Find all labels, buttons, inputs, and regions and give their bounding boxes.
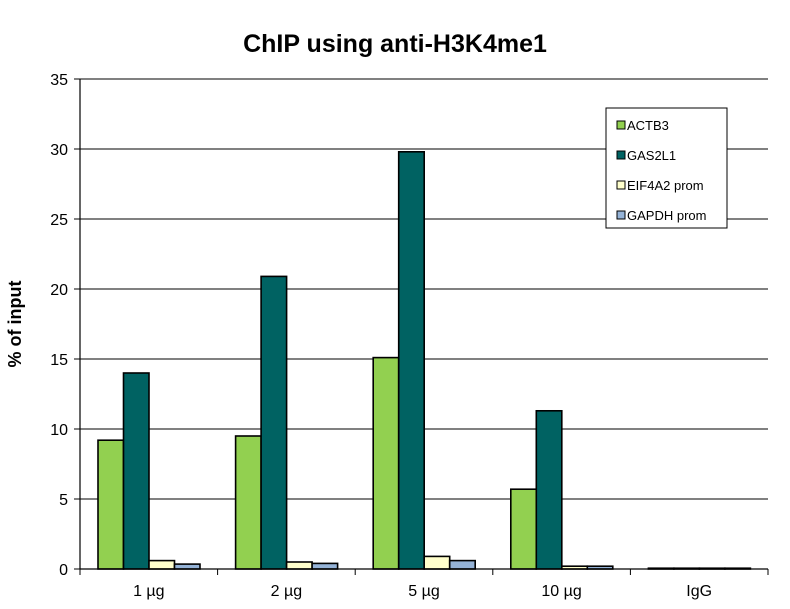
y-tick-label: 25 (50, 212, 68, 229)
y-tick-label: 15 (50, 352, 68, 369)
legend-swatch (616, 150, 626, 160)
bar-gas2l1 (397, 151, 426, 570)
bar-actb3 (372, 356, 400, 570)
bar-gapdh-prom (173, 563, 201, 570)
chart-title: ChIP using anti-H3K4me1 (243, 30, 547, 58)
y-tick-label: 20 (50, 282, 68, 299)
legend: ACTB3 GAS2L1 EIF4A2 prom GAPDH prom (605, 107, 728, 229)
bar-actb3 (234, 435, 262, 570)
x-tick-label: 10 µg (541, 583, 581, 600)
bar-gas2l1 (260, 275, 288, 570)
bar-eif4a2-prom (148, 559, 176, 570)
bar-gapdh-prom (311, 562, 339, 570)
legend-label: GAPDH prom (627, 208, 706, 223)
bar-eif4a2-prom (423, 555, 451, 570)
y-tick-label: 5 (59, 492, 68, 509)
y-axis-label: % of input (5, 281, 25, 368)
legend-swatch (616, 180, 626, 190)
legend-swatch (616, 120, 626, 130)
axes (74, 78, 769, 575)
legend-label: GAS2L1 (627, 148, 676, 163)
x-tick-label: IgG (686, 583, 712, 600)
legend-box (605, 107, 728, 229)
bars (97, 151, 752, 570)
legend-label: ACTB3 (627, 118, 669, 133)
bar-gas2l1 (535, 409, 563, 570)
bar-actb3 (509, 488, 538, 570)
x-tick-label: 5 µg (408, 583, 439, 600)
x-tick-label: 1 µg (133, 583, 164, 600)
tick-labels: 0 5 10 15 20 25 30 35 1 µg 2 µg 5 µg 10 µg IgG (50, 72, 712, 600)
bar-gapdh-prom (448, 559, 477, 570)
legend-swatch (616, 210, 626, 220)
bar-eif4a2-prom (285, 561, 313, 570)
y-tick-label: 35 (50, 72, 68, 89)
legend-label: EIF4A2 prom (627, 178, 704, 193)
bar-actb3 (97, 439, 125, 570)
y-tick-label: 0 (59, 562, 68, 579)
x-tick-label: 2 µg (271, 583, 302, 600)
bar-gas2l1 (122, 372, 150, 570)
y-tick-label: 30 (50, 142, 68, 159)
y-tick-label: 10 (50, 422, 68, 439)
